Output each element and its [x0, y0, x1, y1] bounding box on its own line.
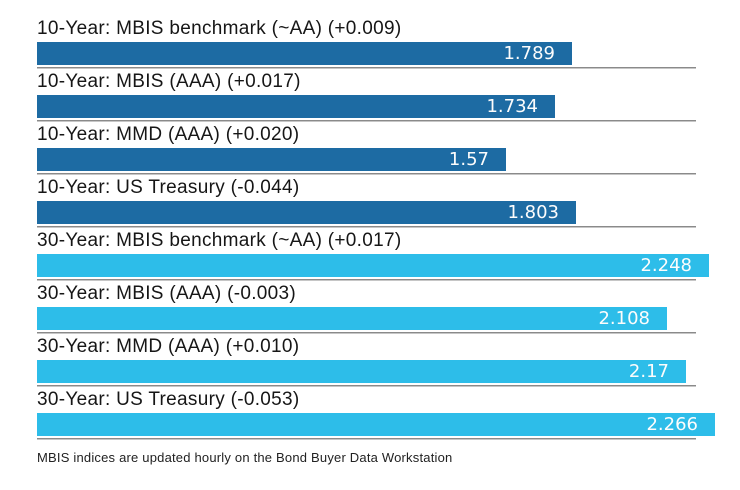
bar: 1.734 — [37, 95, 555, 118]
row-baseline — [37, 120, 696, 122]
row-baseline — [37, 385, 696, 387]
bar-row: 10-Year: MBIS benchmark (~AA) (+0.009) 1.… — [37, 16, 740, 69]
bar-value-label: 2.17 — [628, 361, 669, 382]
row-baseline — [37, 67, 696, 69]
bar-track: 1.734 — [37, 95, 696, 120]
bar-category-label: 10-Year: US Treasury (-0.044) — [37, 177, 300, 198]
row-baseline — [37, 438, 696, 440]
bar: 2.17 — [37, 360, 686, 383]
bar-category-label: 10-Year: MBIS benchmark (~AA) (+0.009) — [37, 18, 402, 39]
bar-category-label: 30-Year: US Treasury (-0.053) — [37, 389, 300, 410]
bar: 2.108 — [37, 307, 667, 330]
bar-value-label: 1.57 — [448, 149, 489, 170]
footer-note: MBIS indices are updated hourly on the B… — [37, 450, 453, 465]
bar: 2.248 — [37, 254, 709, 277]
bar-category-label: 30-Year: MMD (AAA) (+0.010) — [37, 336, 300, 357]
bar-track: 1.789 — [37, 42, 696, 67]
bar-track: 2.17 — [37, 360, 696, 385]
bar-value-label: 1.789 — [503, 43, 555, 64]
bar-row: 30-Year: MBIS benchmark (~AA) (+0.017) 2.… — [37, 228, 740, 281]
bar: 1.803 — [37, 201, 576, 224]
bar: 1.789 — [37, 42, 572, 65]
bar-category-label: 30-Year: MBIS (AAA) (-0.003) — [37, 283, 297, 304]
row-baseline — [37, 279, 696, 281]
bar-category-label: 10-Year: MBIS (AAA) (+0.017) — [37, 71, 301, 92]
bar: 2.266 — [37, 413, 715, 436]
bar-value-label: 2.266 — [646, 414, 698, 435]
bar-row: 30-Year: US Treasury (-0.053) 2.266 — [37, 387, 740, 440]
bar-value-label: 1.734 — [486, 96, 538, 117]
bar-category-label: 10-Year: MMD (AAA) (+0.020) — [37, 124, 300, 145]
bar-rows-container: 10-Year: MBIS benchmark (~AA) (+0.009) 1.… — [37, 16, 740, 440]
bar-row: 10-Year: MBIS (AAA) (+0.017) 1.734 — [37, 69, 740, 122]
yield-bar-chart: 10-Year: MBIS benchmark (~AA) (+0.009) 1.… — [37, 16, 740, 465]
bar-track: 2.266 — [37, 413, 715, 438]
bar-track: 1.803 — [37, 201, 696, 226]
bar-track: 2.248 — [37, 254, 709, 279]
bar: 1.57 — [37, 148, 506, 171]
bar-row: 30-Year: MMD (AAA) (+0.010) 2.17 — [37, 334, 740, 387]
bar-row: 10-Year: US Treasury (-0.044) 1.803 — [37, 175, 740, 228]
row-baseline — [37, 173, 696, 175]
bar-track: 2.108 — [37, 307, 696, 332]
bar-row: 10-Year: MMD (AAA) (+0.020) 1.57 — [37, 122, 740, 175]
bar-value-label: 1.803 — [507, 202, 559, 223]
bar-row: 30-Year: MBIS (AAA) (-0.003) 2.108 — [37, 281, 740, 334]
bar-track: 1.57 — [37, 148, 696, 173]
bar-category-label: 30-Year: MBIS benchmark (~AA) (+0.017) — [37, 230, 402, 251]
bar-value-label: 2.108 — [598, 308, 650, 329]
row-baseline — [37, 226, 696, 228]
row-baseline — [37, 332, 696, 334]
bar-value-label: 2.248 — [640, 255, 692, 276]
